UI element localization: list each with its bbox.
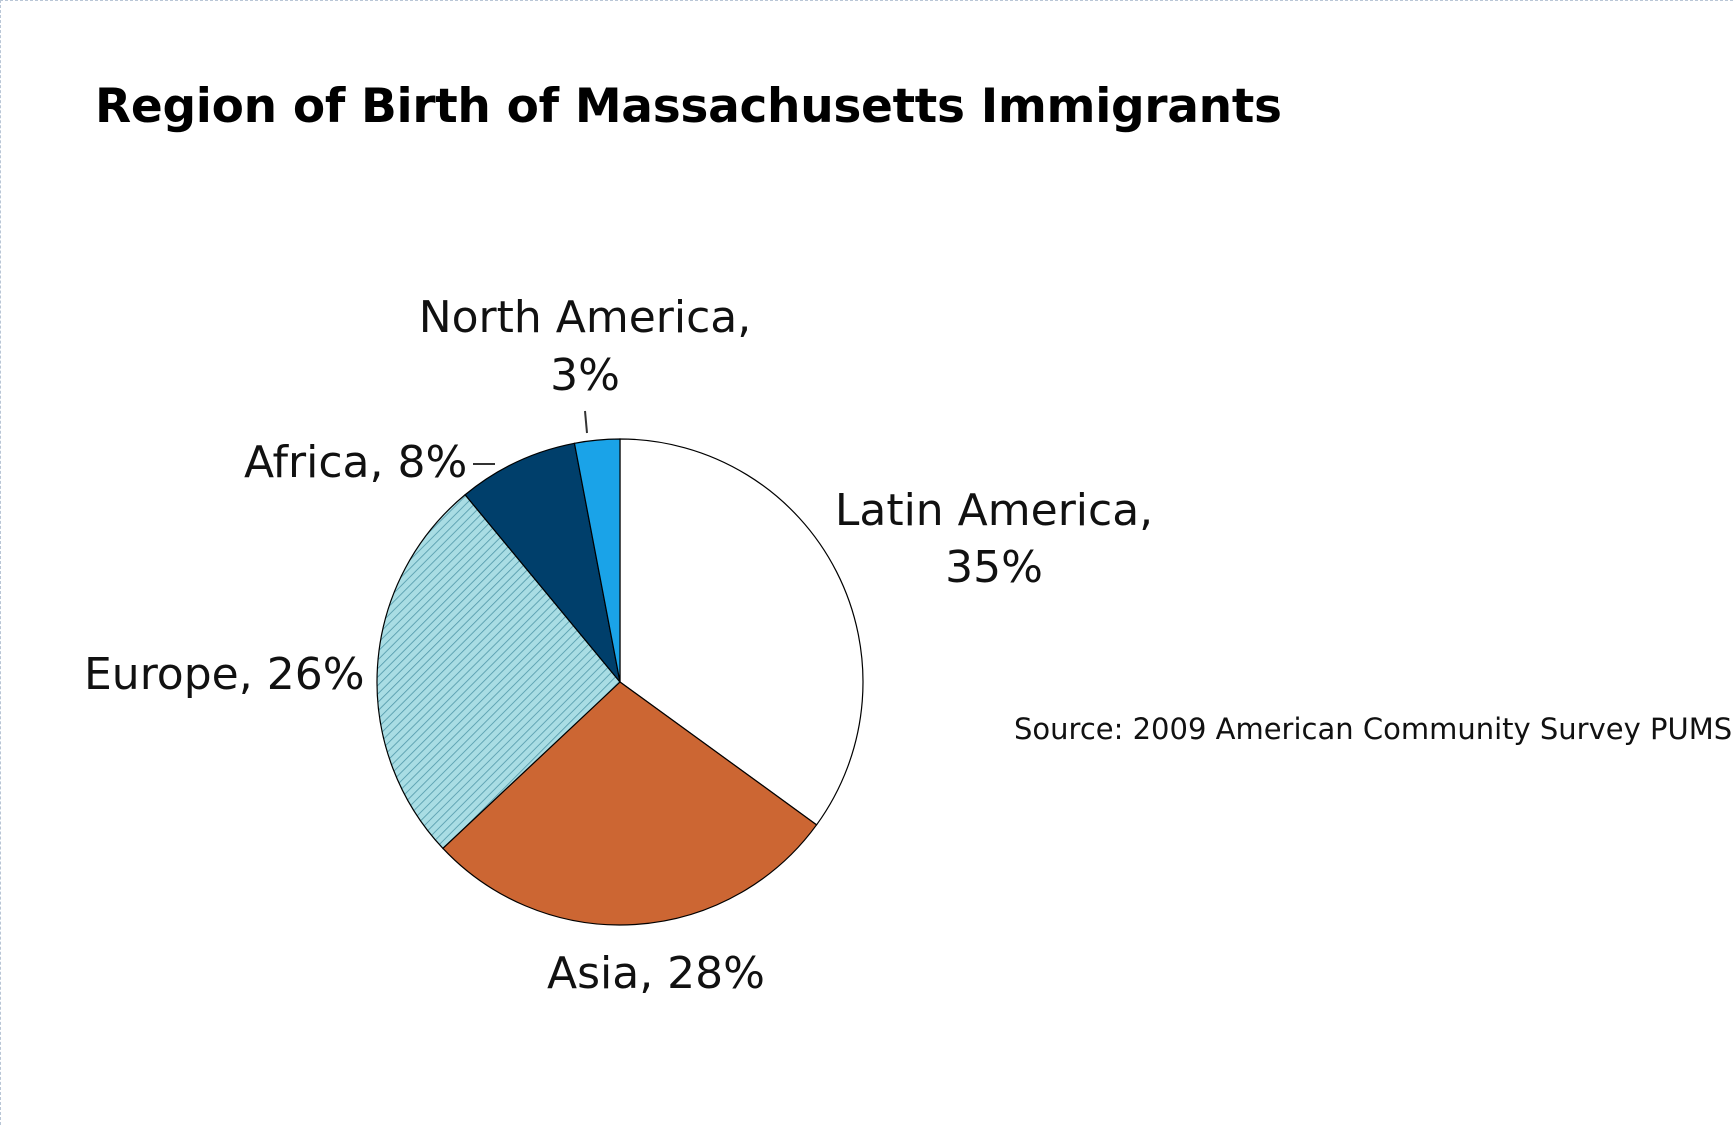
data-label-line: 35% <box>945 542 1043 593</box>
pie-slice-europe <box>376 493 621 850</box>
pie-slice-latin-america <box>619 438 864 826</box>
data-label-africa: Africa, 8% <box>244 437 467 488</box>
pie-slice-africa <box>464 442 621 683</box>
data-label-latin-america: Latin America, 35% <box>835 485 1153 593</box>
pie-data-labels: Latin America, 35% Asia, 28% Europe, 26% Afr… <box>84 292 1153 999</box>
chart-title: Region of Birth of Massachusetts Immigra… <box>95 79 1282 134</box>
data-label-europe: Europe, 26% <box>84 649 365 700</box>
pie-slice-north-america <box>573 438 621 683</box>
data-label-line: Asia, 28% <box>547 948 765 999</box>
data-label-line: Africa, 8% <box>244 437 467 488</box>
data-label-north-america: North America, 3% <box>419 292 752 401</box>
data-label-line: 3% <box>550 350 620 401</box>
data-label-line: Europe, 26% <box>84 649 365 700</box>
data-label-line: Latin America, <box>835 485 1153 536</box>
pie-leader-lines <box>473 410 588 465</box>
leader-line-north-america <box>584 410 588 434</box>
data-label-asia: Asia, 28% <box>547 948 765 999</box>
data-label-line: North America, <box>419 292 752 343</box>
pie-slices <box>376 438 864 926</box>
source-note: Source: 2009 American Community Survey P… <box>1014 712 1733 746</box>
pie-slice-asia <box>442 681 818 926</box>
